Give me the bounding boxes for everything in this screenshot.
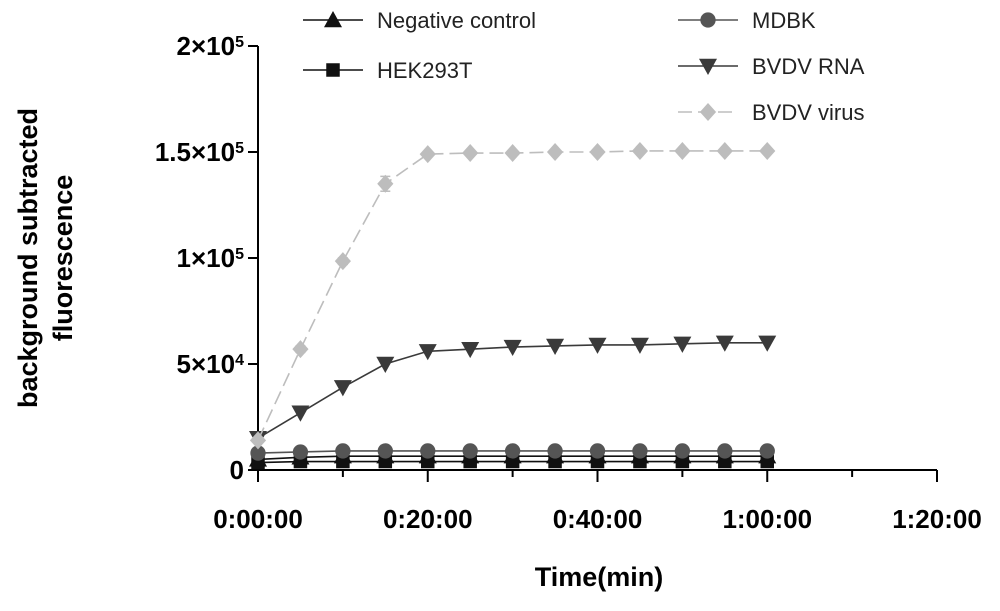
legend-label: Negative control <box>377 8 536 33</box>
legend-entry: BVDV RNA <box>678 54 865 79</box>
data-point <box>378 454 393 469</box>
data-point <box>377 443 393 459</box>
legend: Negative control HEK293T MDBK BVDV RNA BVDV … <box>303 8 865 125</box>
data-point <box>718 454 732 469</box>
x-tick-label: 0:00:00 <box>213 504 303 534</box>
data-point <box>461 341 480 359</box>
tick-labels: 0 5×104 1×105 1.5×105 2×105 0:00:00 0:20:00 0:4… <box>155 31 982 534</box>
data-point <box>589 143 606 161</box>
data-point <box>420 443 436 459</box>
legend-entry: HEK293T <box>303 58 472 83</box>
data-point <box>333 380 352 397</box>
data-point <box>336 454 350 469</box>
data-point <box>759 443 775 459</box>
series-bvdv-virus <box>249 141 776 450</box>
legend-entry: MDBK <box>678 8 816 33</box>
y-tick-label: 2×105 <box>177 31 245 61</box>
data-point <box>674 443 691 459</box>
legend-marker <box>324 11 342 28</box>
data-point <box>291 405 310 422</box>
y-tick-label: 1×105 <box>177 243 245 273</box>
data-point <box>505 454 520 469</box>
data-point <box>675 454 690 469</box>
data-point <box>546 143 564 161</box>
legend-label: HEK293T <box>377 58 472 83</box>
data-point <box>418 344 437 361</box>
data-point <box>334 252 351 271</box>
data-point <box>419 145 436 164</box>
data-point <box>715 335 734 352</box>
x-axis-title: Time(min) <box>535 562 664 592</box>
y-tick-label: 1.5×105 <box>155 137 244 167</box>
series-mdbk <box>250 443 775 461</box>
legend-marker <box>700 12 716 28</box>
series-bvdv-rna <box>249 335 777 448</box>
legend-marker <box>326 63 340 77</box>
y-tick-label: 0 <box>230 455 244 485</box>
legend-label: BVDV virus <box>752 100 864 125</box>
x-tick-label: 1:00:00 <box>722 504 812 534</box>
data-point <box>548 454 562 469</box>
data-point <box>717 443 733 459</box>
y-axis-title-line-2: fluorescence <box>48 175 78 342</box>
data-point <box>631 141 649 160</box>
data-point <box>758 335 777 352</box>
data-point <box>463 454 477 469</box>
axes <box>248 45 938 482</box>
series-hek293t <box>251 454 774 470</box>
data-point <box>546 338 565 355</box>
data-point <box>716 141 733 160</box>
data-point <box>292 444 309 460</box>
legend-entry: BVDV virus <box>678 100 864 125</box>
legend-marker <box>699 58 717 75</box>
x-tick-label: 0:40:00 <box>553 504 643 534</box>
data-point <box>462 443 478 459</box>
plot-area <box>249 141 777 470</box>
x-tick-label: 0:20:00 <box>383 504 473 534</box>
data-point <box>249 431 267 450</box>
data-point <box>759 141 776 160</box>
legend-marker <box>699 103 717 121</box>
data-point <box>547 443 563 459</box>
data-point <box>504 443 521 459</box>
data-point <box>250 445 266 461</box>
series-line <box>257 150 768 441</box>
data-point <box>590 454 605 469</box>
data-point <box>633 454 647 469</box>
legend-entry: Negative control <box>303 8 536 33</box>
x-tick-label: 1:20:00 <box>892 504 982 534</box>
data-point <box>630 337 649 354</box>
data-point <box>588 337 607 354</box>
data-point <box>462 144 479 163</box>
legend-label: BVDV RNA <box>752 54 865 79</box>
data-point <box>673 336 692 353</box>
series-line <box>257 341 768 439</box>
y-axis-title-line-1: background subtracted <box>13 108 43 408</box>
data-point <box>376 356 395 373</box>
data-point <box>335 443 351 459</box>
data-point <box>503 339 522 357</box>
y-tick-label: 5×104 <box>177 349 245 379</box>
data-point <box>632 443 648 459</box>
data-point <box>589 443 606 459</box>
data-point <box>292 340 309 359</box>
data-point <box>674 141 691 160</box>
data-point <box>421 454 435 469</box>
legend-label: MDBK <box>752 8 816 33</box>
data-point <box>377 174 394 193</box>
data-point <box>760 454 774 469</box>
data-point <box>504 144 521 163</box>
